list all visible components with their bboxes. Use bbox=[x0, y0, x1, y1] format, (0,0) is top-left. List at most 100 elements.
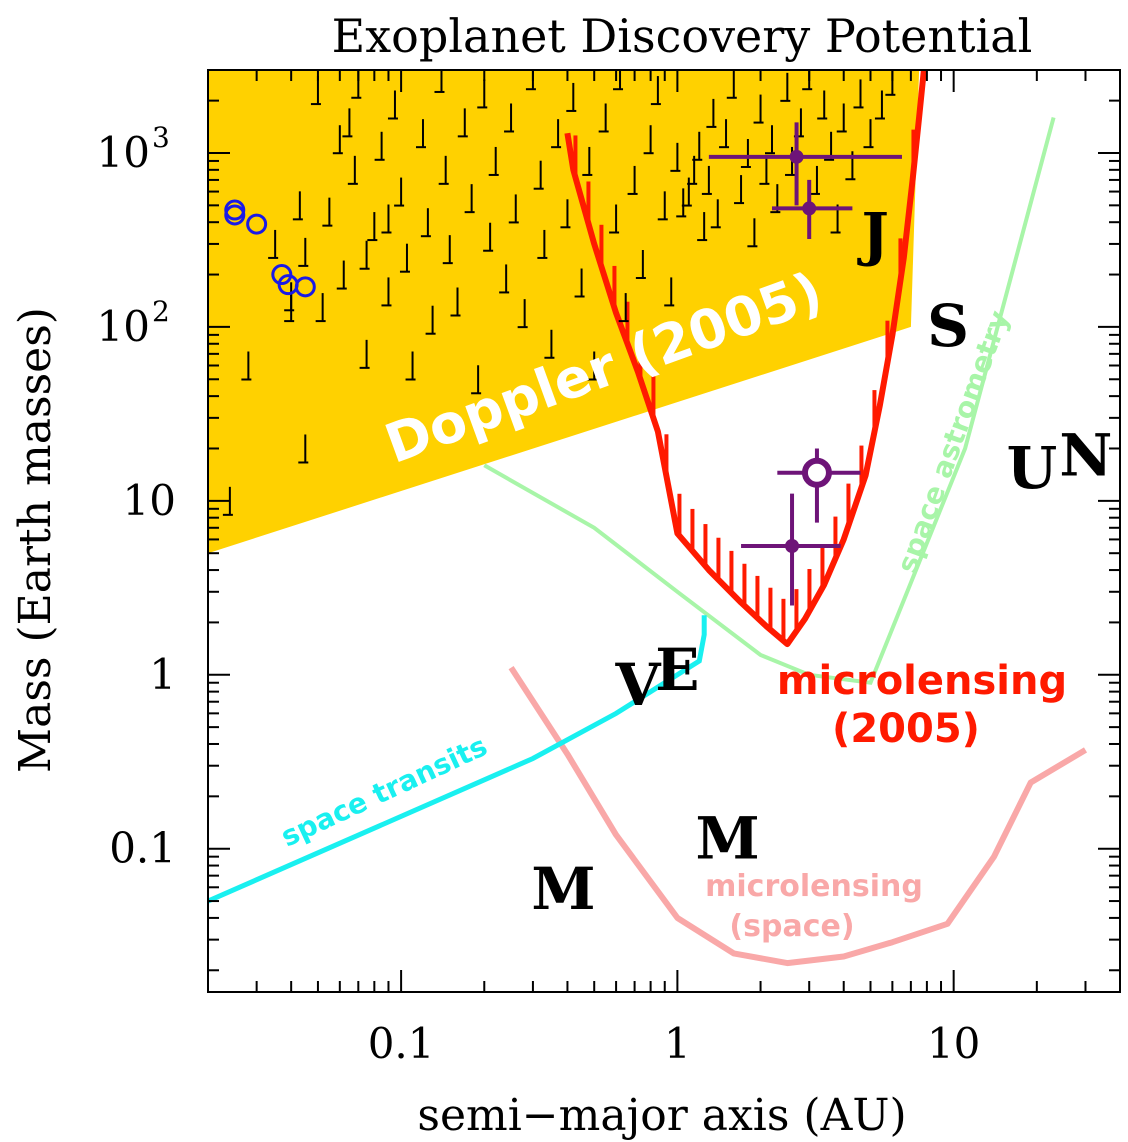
microlensing-planet-marker bbox=[771, 179, 853, 240]
doppler-planet-marker bbox=[574, 268, 585, 298]
solar-system-planet-m: M bbox=[696, 805, 760, 873]
y-tick-label: 0.1 bbox=[109, 824, 176, 873]
doppler-planet-marker bbox=[657, 191, 668, 221]
doppler-planet-marker bbox=[488, 146, 499, 176]
doppler-planet-marker bbox=[551, 119, 562, 149]
microlensing-planet-marker bbox=[777, 448, 861, 523]
doppler-planet-marker bbox=[464, 184, 475, 214]
doppler-planet-marker bbox=[582, 146, 593, 176]
y-tick-label: 1 bbox=[149, 650, 176, 699]
doppler-planet-marker bbox=[697, 212, 708, 242]
doppler-planet-marker bbox=[381, 277, 392, 307]
doppler-planet-marker bbox=[874, 90, 885, 120]
transit-planet-marker bbox=[246, 213, 268, 235]
doppler-planet-marker bbox=[587, 351, 598, 381]
doppler-planet-marker bbox=[420, 208, 431, 238]
microlensing-space-label-line2: (space) bbox=[729, 909, 854, 944]
doppler-planet-marker bbox=[425, 305, 436, 335]
y-tick-label-exponent: 3 bbox=[152, 121, 170, 154]
doppler-planet-marker bbox=[627, 165, 638, 195]
doppler-planet-marker bbox=[598, 103, 609, 133]
doppler-planet-marker bbox=[664, 277, 675, 307]
doppler-planet-marker bbox=[483, 222, 494, 252]
doppler-planet-marker bbox=[399, 243, 410, 273]
microlensing-2005-label-line1: microlensing bbox=[777, 658, 1067, 704]
doppler-planet-marker bbox=[504, 103, 515, 133]
doppler-planet-marker bbox=[268, 229, 279, 259]
x-tick-label: 0.1 bbox=[368, 1019, 435, 1068]
doppler-planet-marker bbox=[609, 204, 620, 234]
y-tick-label: 10 bbox=[123, 476, 176, 525]
doppler-planet-marker bbox=[537, 229, 548, 259]
doppler-planet-marker bbox=[560, 199, 571, 229]
y-tick-label: 10 bbox=[97, 302, 150, 351]
doppler-planet-marker bbox=[471, 365, 482, 395]
doppler-planet-marker bbox=[809, 165, 820, 195]
doppler-planet-marker bbox=[359, 339, 370, 369]
doppler-planet-marker bbox=[726, 70, 737, 99]
doppler-planet-marker bbox=[367, 212, 378, 242]
doppler-planet-marker bbox=[438, 155, 449, 185]
doppler-planet-marker bbox=[405, 351, 416, 381]
doppler-planet-marker bbox=[499, 264, 510, 294]
doppler-planet-marker bbox=[298, 434, 309, 464]
solar-system-planet-j: J bbox=[856, 201, 888, 269]
doppler-planet-marker bbox=[374, 131, 385, 161]
microlensing-space-curve bbox=[508, 665, 1088, 967]
doppler-planet-marker bbox=[298, 237, 309, 267]
chart-title: Exoplanet Discovery Potential bbox=[332, 9, 1033, 63]
solar-system-planet-u: U bbox=[1007, 434, 1058, 502]
doppler-planet-marker bbox=[442, 235, 453, 265]
doppler-planet-marker bbox=[643, 125, 654, 155]
doppler-planet-marker bbox=[387, 90, 398, 120]
doppler-planet-marker bbox=[701, 165, 712, 195]
doppler-planet-marker bbox=[670, 142, 681, 172]
doppler-planet-marker bbox=[394, 177, 405, 207]
doppler-planet-marker bbox=[780, 72, 791, 102]
doppler-planet-marker bbox=[508, 194, 519, 224]
doppler-planet-marker bbox=[817, 90, 828, 120]
space-transits-curve bbox=[208, 615, 707, 904]
microlensing-planet-marker bbox=[708, 122, 902, 206]
doppler-planet-marker bbox=[342, 108, 353, 138]
doppler-planet-marker bbox=[381, 204, 392, 234]
doppler-planet-marker bbox=[450, 287, 461, 317]
doppler-planet-marker bbox=[650, 76, 661, 106]
transit-planet-marker bbox=[294, 276, 316, 298]
doppler-planet-marker bbox=[681, 177, 692, 207]
solar-system-planet-m: M bbox=[531, 855, 595, 923]
doppler-planet-marker bbox=[457, 108, 468, 138]
doppler-planet-marker bbox=[719, 119, 730, 149]
microlensing-2005-hatching bbox=[573, 129, 916, 641]
doppler-planet-marker bbox=[322, 197, 333, 227]
doppler-planet-marker bbox=[753, 94, 764, 124]
x-axis-tick-labels: 0.1 1 10 bbox=[368, 1019, 981, 1068]
plot-content bbox=[208, 70, 1088, 967]
microlensing-2005-label-line2: (2005) bbox=[832, 706, 980, 752]
doppler-planet-marker bbox=[635, 249, 646, 279]
doppler-planet-marker bbox=[764, 125, 775, 155]
doppler-planet-marker bbox=[415, 119, 426, 149]
doppler-planet-marker bbox=[613, 70, 624, 91]
doppler-planet-marker bbox=[676, 188, 687, 218]
y-axis-label: Mass (Earth masses) bbox=[10, 307, 61, 773]
doppler-planet-marker bbox=[517, 299, 528, 329]
solar-system-planet-s: S bbox=[927, 292, 969, 360]
y-tick-label: 10 bbox=[97, 128, 150, 177]
doppler-planet-marker bbox=[241, 351, 252, 381]
x-tick-label: 1 bbox=[664, 1019, 691, 1068]
doppler-planet-marker bbox=[759, 155, 770, 185]
doppler-planet-marker bbox=[359, 240, 370, 270]
doppler-planet-marker bbox=[863, 119, 874, 149]
doppler-planet-marker bbox=[734, 175, 745, 205]
doppler-planet-marker bbox=[706, 98, 717, 128]
solar-system-planet-n: N bbox=[1059, 421, 1112, 489]
space-astrometry-curve bbox=[483, 116, 1056, 685]
solar-system-planet-e: E bbox=[655, 636, 699, 704]
doppler-planet-marker bbox=[332, 125, 343, 155]
doppler-planet-marker bbox=[740, 138, 751, 168]
doppler-planet-marker bbox=[434, 70, 445, 93]
doppler-planet-marker bbox=[747, 218, 758, 248]
